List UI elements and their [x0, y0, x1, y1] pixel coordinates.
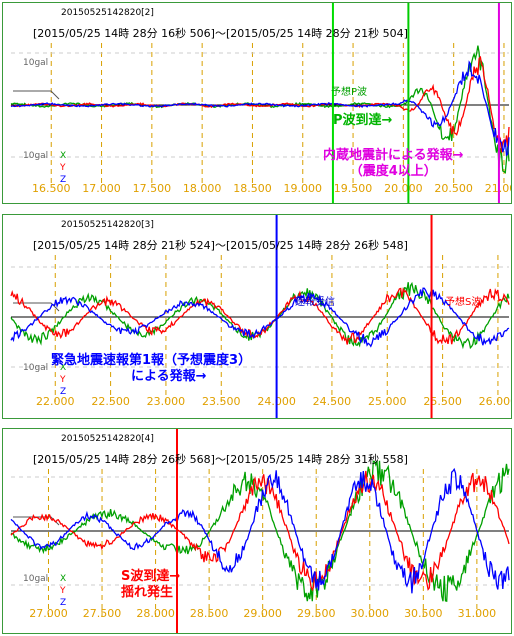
scale-label-top: 10gal [23, 58, 49, 68]
legend-x: X [60, 574, 67, 584]
series-z [10, 287, 510, 348]
waveform-chart-2: 22.00022.50023.00023.50024.00024.50025.0… [10, 215, 511, 418]
series-y [10, 470, 510, 592]
note-s-wave-arrival: S波到達→ 揺れ発生 [121, 569, 181, 600]
tick-label: 29.500 [297, 607, 336, 620]
scale-arrow [13, 302, 60, 312]
time-range: [2015/05/25 14時 28分 21秒 524]～[2015/05/25… [33, 239, 408, 252]
tick-label: 21.000 [485, 182, 511, 195]
series-x [10, 281, 510, 350]
tick-label: 26.000 [479, 395, 511, 408]
tick-label: 20.500 [434, 182, 473, 195]
tick-label: 17.000 [82, 182, 121, 195]
tick-label: 31.000 [458, 607, 497, 620]
tick-label: 24.500 [313, 395, 352, 408]
scale-label-bottom: 10gal [23, 151, 49, 161]
time-range: [2015/05/25 14時 28分 16秒 506]～[2015/05/25… [33, 27, 408, 40]
tick-label: 25.000 [368, 395, 407, 408]
legend-z: Z [60, 598, 67, 608]
waveform-panel-3: 27.000 27.500 28.000 28.500 29.000 29.500 30.0… [2, 428, 512, 634]
note-eew-first-report: 緊急地震速報第1報（予想震度3） による発報→ [51, 353, 252, 384]
scale-arrow [13, 516, 60, 526]
tick-label: 22.000 [36, 395, 75, 408]
tick-label: 27.000 [29, 607, 68, 620]
waveform-panel-2: 22.00022.50023.00023.50024.00024.50025.0… [2, 214, 512, 419]
note-internal-seismometer: 内蔵地震計による発報→ （震度4以上） [323, 148, 464, 179]
legend-y: Y [60, 375, 66, 385]
note-p-wave-arrival: P波到達→ [333, 113, 393, 128]
time-range: [2015/05/25 14時 28分 26秒 568]～[2015/05/25… [33, 453, 408, 466]
marker-label-p-wave: 予想P波 [331, 87, 368, 98]
tick-label: 28.500 [190, 607, 229, 620]
tick-label: 30.000 [351, 607, 390, 620]
legend-y: Y [60, 163, 66, 173]
marker-label-alert: 速報受信 [295, 297, 335, 308]
tick-label: 20.000 [384, 182, 423, 195]
tick-label: 19.000 [284, 182, 323, 195]
scale-label-bottom: 10gal [23, 574, 49, 584]
tick-label: 22.500 [91, 395, 130, 408]
panel-id: 20150525142820[2] [61, 8, 154, 18]
scale-label-bottom: 10gal [23, 363, 49, 373]
waveform-chart-1: 16.500 17.000 17.500 18.000 18.500 19.000 19.5… [10, 3, 511, 203]
waveform-panel-1: 16.500 17.000 17.500 18.000 18.500 19.000 19.5… [2, 2, 512, 204]
tick-label: 23.500 [202, 395, 241, 408]
tick-label: 18.000 [183, 182, 222, 195]
tick-label: 30.500 [404, 607, 443, 620]
legend-z: Z [60, 175, 67, 185]
series-y [10, 55, 510, 153]
legend-z: Z [60, 387, 67, 397]
panel-id: 20150525142820[3] [61, 220, 154, 230]
scale-arrow [13, 90, 60, 100]
waveform-chart-3: 27.000 27.500 28.000 28.500 29.000 29.500 30.0… [10, 429, 510, 633]
tick-label: 19.500 [334, 182, 373, 195]
legend-y: Y [60, 586, 66, 596]
tick-label: 25.500 [423, 395, 462, 408]
tick-label: 18.500 [233, 182, 272, 195]
tick-label: 29.000 [243, 607, 282, 620]
series-z [10, 467, 510, 594]
tick-label: 23.000 [147, 395, 186, 408]
panel-id: 20150525142820[4] [61, 434, 154, 444]
series-x [10, 45, 510, 174]
legend-x: X [60, 151, 67, 161]
tick-label: 28.000 [136, 607, 175, 620]
series-z [10, 60, 510, 157]
tick-label: 16.500 [32, 182, 71, 195]
legend-x: X [60, 363, 67, 373]
tick-label: 27.500 [83, 607, 122, 620]
tick-label: 17.500 [133, 182, 172, 195]
marker-label-s-wave: 予想S波 [445, 297, 482, 308]
